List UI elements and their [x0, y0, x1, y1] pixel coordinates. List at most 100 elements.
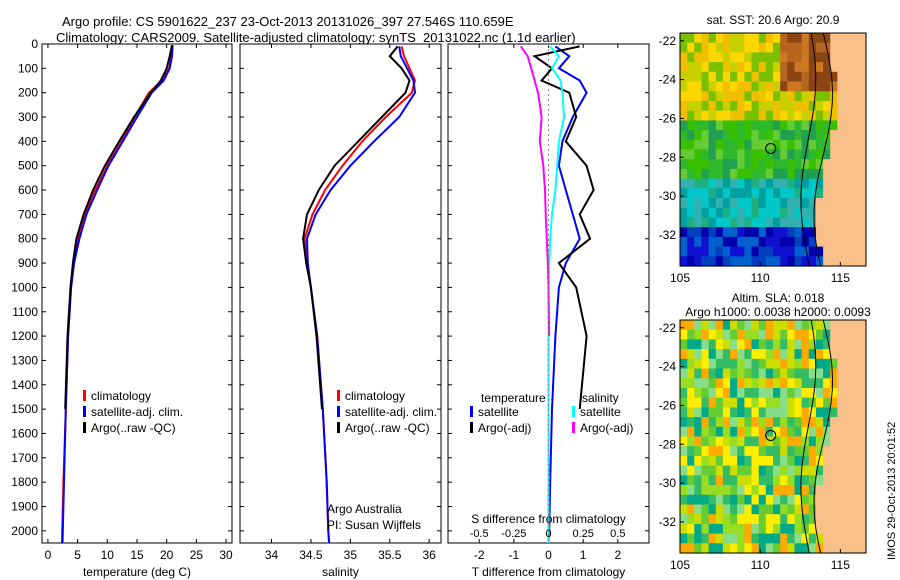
sla-map-map-cell: [851, 436, 860, 447]
sst-map-map-cell: [773, 236, 781, 248]
sst-map-map-cell: [801, 52, 810, 63]
sst-map-map-cell: [837, 159, 846, 170]
sst-map-map-cell: [694, 62, 703, 73]
sla-map-map-cell: [744, 349, 753, 360]
sla-map-map-cell: [765, 417, 774, 428]
sst-map-map-cell: [687, 42, 695, 53]
sla-map-map-cell: [737, 329, 745, 340]
sst-map-map-cell: [830, 168, 838, 180]
sst-map-map-cell: [765, 71, 774, 83]
sst-map-title: sat. SST: 20.6 Argo: 20.9: [707, 13, 840, 27]
sla-map-map-cell: [837, 543, 846, 554]
sla-map-map-cell: [815, 407, 824, 418]
sla-map-map-cell: [680, 436, 688, 447]
sla-map-map-cell: [730, 533, 738, 544]
sla-map-map-cell: [844, 436, 853, 447]
sla-map-map-cell: [830, 475, 838, 486]
sla-map-map-cell: [701, 407, 710, 418]
sst-map-map-cell: [687, 246, 695, 257]
sst-map-map-cell: [780, 207, 788, 219]
sla-map-map-cell: [851, 455, 860, 467]
sst-map-map-cell: [708, 91, 717, 102]
sst-map-map-cell: [837, 236, 846, 248]
sst-map-map-cell: [730, 207, 738, 219]
sla-map-map-cell: [708, 358, 717, 370]
sla-map-map-cell: [730, 407, 738, 418]
sla-map-map-cell: [708, 514, 717, 525]
sla-map-map-cell: [722, 320, 731, 331]
sst-map-map-cell: [830, 159, 838, 170]
sst-map-map-cell: [780, 217, 788, 228]
sst-map-map-cell: [773, 120, 781, 131]
sla-map-map-cell: [715, 455, 724, 467]
sst-map-map-cell: [680, 149, 688, 160]
sst-map-map-cell: [730, 227, 738, 238]
sst-map-map-cell: [773, 198, 781, 209]
sst-map-isobath: [800, 32, 817, 267]
sst-map-map-cell: [694, 168, 703, 180]
sla-map-map-cell: [722, 426, 731, 438]
sla-map-map-cell: [823, 504, 831, 515]
sst-map-map-cell: [730, 236, 738, 248]
sla-map-map-cell: [787, 523, 796, 535]
sla-map-map-cell: [787, 504, 796, 515]
sla-map-map-cell: [858, 349, 867, 360]
sst-map-map-cell: [844, 207, 853, 219]
sst-map-map-cell: [701, 246, 710, 257]
sla-map-map-cell: [751, 320, 760, 331]
temperature-ytick-label: 900: [18, 256, 38, 270]
temperature-ytick-label: 1300: [11, 353, 38, 367]
sla-map-map-cell: [744, 407, 753, 418]
sst-map-map-cell: [780, 139, 788, 151]
sst-map-map-cell: [851, 130, 860, 141]
sla-map-map-cell: [722, 388, 731, 399]
sla-map-map-cell: [715, 465, 724, 476]
sla-map-map-cell: [737, 446, 745, 457]
sla-map-map-cell: [722, 417, 731, 428]
sst-map-map-cell: [694, 81, 703, 92]
sla-map-map-cell: [715, 446, 724, 457]
sla-map-map-cell: [715, 523, 724, 535]
sla-map-map-cell: [701, 446, 710, 457]
sla-map-map-cell: [830, 514, 838, 525]
sst-map-map-cell: [765, 101, 774, 112]
sst-map-map-cell: [858, 256, 867, 267]
sst-map-map-cell: [751, 217, 760, 228]
sla-map-map-cell: [687, 349, 695, 360]
sst-map-map-cell: [680, 42, 688, 53]
sla-map-map-cell: [687, 543, 695, 554]
sla-map-map-cell: [815, 475, 824, 486]
sst-map-map-cell: [787, 81, 796, 92]
sst-map-map-cell: [708, 139, 717, 151]
sla-map-map-cell: [830, 358, 838, 370]
sla-map-map-cell: [780, 485, 788, 496]
sst-map-map-cell: [794, 207, 803, 219]
sla-map-map-cell: [844, 504, 853, 515]
sla-map-map-cell: [687, 475, 695, 486]
sst-map-map-cell: [773, 62, 781, 73]
sst-map-map-cell: [758, 178, 767, 189]
sst-map-map-cell: [844, 52, 853, 63]
sla-map-map-cell: [830, 426, 838, 438]
sla-map-map-cell: [858, 475, 867, 486]
sst-map-map-cell: [851, 62, 860, 73]
sst-map-map-cell: [787, 101, 796, 112]
sst-map-map-cell: [794, 168, 803, 180]
sla-map-map-cell: [758, 426, 767, 438]
sla-map-map-cell: [837, 407, 846, 418]
sla-map-map-cell: [830, 407, 838, 418]
sst-map-map-cell: [794, 71, 803, 83]
sla-map-map-cell: [815, 533, 824, 544]
sla-map-isobath: [800, 319, 817, 554]
sst-map-map-cell: [787, 139, 796, 151]
sst-map-map-cell: [765, 246, 774, 257]
temperature-ytick-label: 600: [18, 183, 38, 197]
sla-map-map-cell: [794, 465, 803, 476]
temperature-ytick-label: 1500: [11, 402, 38, 416]
temperature-ytick-label: 1600: [11, 426, 38, 440]
sst-map-map-cell: [758, 130, 767, 141]
sla-map-map-cell: [687, 368, 695, 379]
sst-map-map-cell: [815, 52, 824, 63]
sla-map-map-cell: [765, 523, 774, 535]
sla-map-map-cell: [744, 504, 753, 515]
